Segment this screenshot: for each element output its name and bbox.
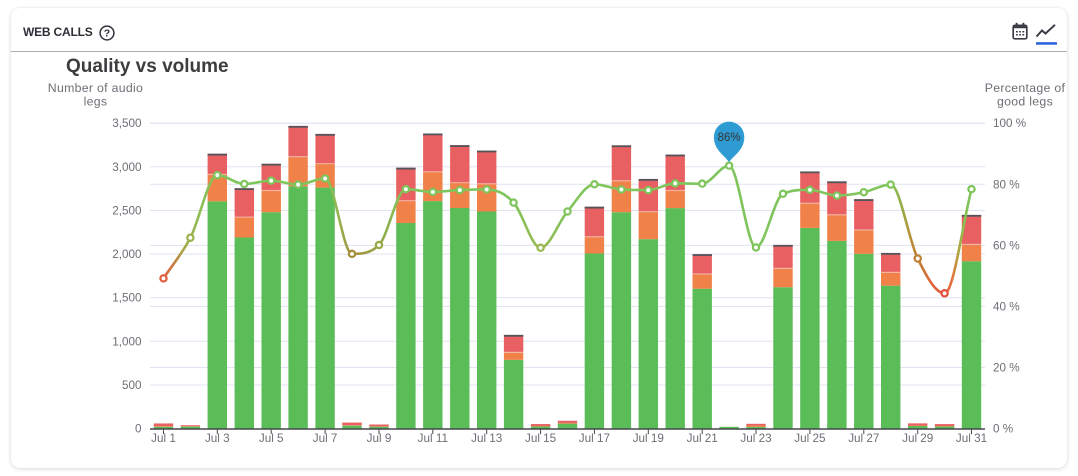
svg-text:2,500: 2,500 [112,205,142,218]
svg-text:Jul 1: Jul 1 [151,432,176,445]
svg-text:Jul 15: Jul 15 [525,432,557,445]
svg-text:1,500: 1,500 [112,292,142,305]
svg-text:1,000: 1,000 [112,335,142,348]
svg-text:500: 500 [122,379,142,392]
svg-text:legs: legs [84,95,108,109]
svg-text:20 %: 20 % [993,362,1020,375]
svg-text:Jul 25: Jul 25 [794,432,826,445]
svg-text:60 %: 60 % [993,239,1020,252]
svg-text:0 %: 0 % [993,423,1013,436]
svg-text:Jul 19: Jul 19 [633,432,664,445]
svg-text:Jul 5: Jul 5 [259,432,284,445]
svg-text:?: ? [104,27,110,39]
svg-text:Jul 17: Jul 17 [579,432,610,445]
svg-text:Jul 23: Jul 23 [740,432,771,445]
svg-text:Jul 27: Jul 27 [848,432,879,445]
svg-text:Jul 11: Jul 11 [418,432,448,445]
svg-text:86%: 86% [718,132,741,144]
svg-text:Jul 9: Jul 9 [367,432,392,445]
svg-text:Jul 29: Jul 29 [902,432,933,445]
svg-text:Percentage of: Percentage of [985,81,1066,95]
svg-text:Jul 3: Jul 3 [205,432,230,445]
svg-text:3,500: 3,500 [112,117,142,130]
svg-text:2,000: 2,000 [112,248,142,261]
svg-text:Jul 7: Jul 7 [313,432,338,445]
svg-text:100 %: 100 % [993,117,1026,130]
svg-text:Number of audio: Number of audio [48,81,143,95]
svg-text:good legs: good legs [997,95,1053,109]
svg-text:80 %: 80 % [993,178,1020,191]
svg-text:Jul 31: Jul 31 [956,432,987,445]
svg-text:0: 0 [135,423,142,436]
svg-text:Jul 21: Jul 21 [687,432,718,445]
svg-text:40 %: 40 % [993,300,1020,313]
svg-text:Jul 13: Jul 13 [471,432,502,445]
svg-text:3,000: 3,000 [112,161,142,174]
